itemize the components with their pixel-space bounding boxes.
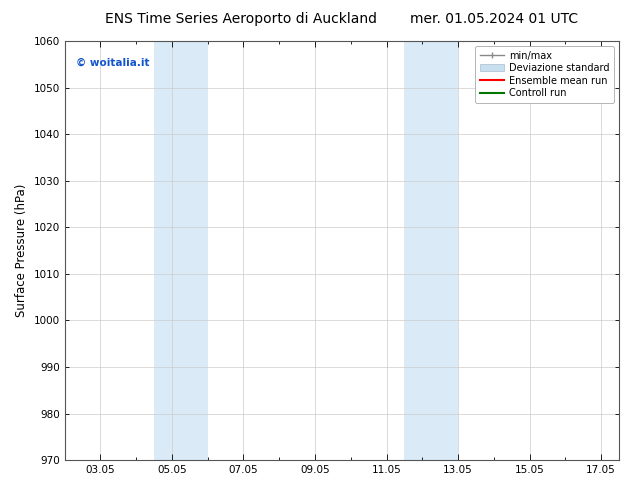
Text: mer. 01.05.2024 01 UTC: mer. 01.05.2024 01 UTC [410, 12, 579, 26]
Legend: min/max, Deviazione standard, Ensemble mean run, Controll run: min/max, Deviazione standard, Ensemble m… [475, 46, 614, 103]
Text: ENS Time Series Aeroporto di Auckland: ENS Time Series Aeroporto di Auckland [105, 12, 377, 26]
Bar [404, 41, 458, 460]
Y-axis label: Surface Pressure (hPa): Surface Pressure (hPa) [15, 184, 28, 318]
Bar [154, 41, 208, 460]
Text: © woitalia.it: © woitalia.it [75, 58, 149, 68]
